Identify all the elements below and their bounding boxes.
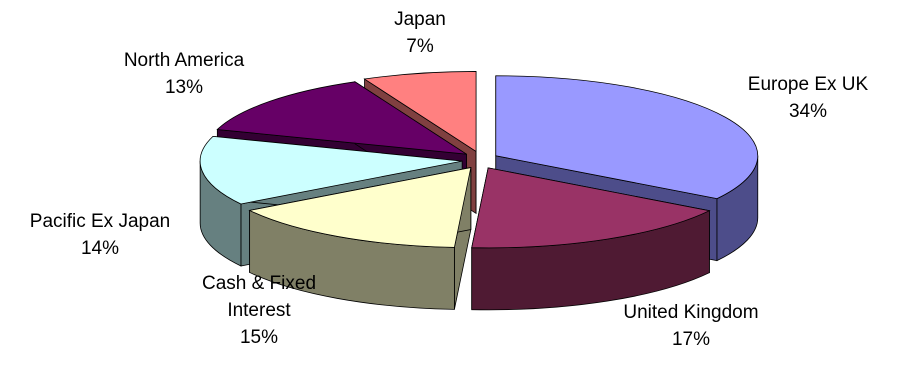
slice-name: United Kingdom [623,302,758,323]
pie-slices [199,71,759,311]
slice-name: Europe Ex UK [748,74,869,95]
slice-label: Cash & Fixed Interest 15% [202,273,316,348]
pie-slice-top [495,75,759,200]
slice-label: United Kingdom 17% [623,302,758,350]
pie-slice-top [216,81,467,155]
pie-slice-top [199,135,463,205]
pie-slice-top [248,167,472,248]
pie-slice-top [471,167,711,249]
slice-label: Pacific Ex Japan 14% [30,211,170,259]
slice-percent: 17% [672,329,710,350]
pie-slice-cash-fixed-interest [248,167,472,310]
slice-percent: 7% [406,36,434,57]
slice-percent: 13% [165,77,203,98]
slice-label: Japan 7% [394,9,446,57]
pie-slice-united-kingdom [471,167,711,311]
slice-percent: 15% [240,327,278,348]
slice-percent: 14% [81,238,119,259]
slice-name: Cash & Fixed [202,273,316,294]
pie-slice-top [363,71,477,153]
slice-percent: 34% [789,101,827,122]
slice-label: Europe Ex UK 34% [748,74,869,122]
slice-name: North America [124,50,245,71]
pie-labels: Europe Ex UK 34% United Kingdom 17% Cash & F… [30,9,869,350]
slice-name: Interest [227,300,291,321]
slice-name: Japan [394,9,446,30]
slice-name: Pacific Ex Japan [30,211,170,232]
slice-label: North America 13% [124,50,245,98]
